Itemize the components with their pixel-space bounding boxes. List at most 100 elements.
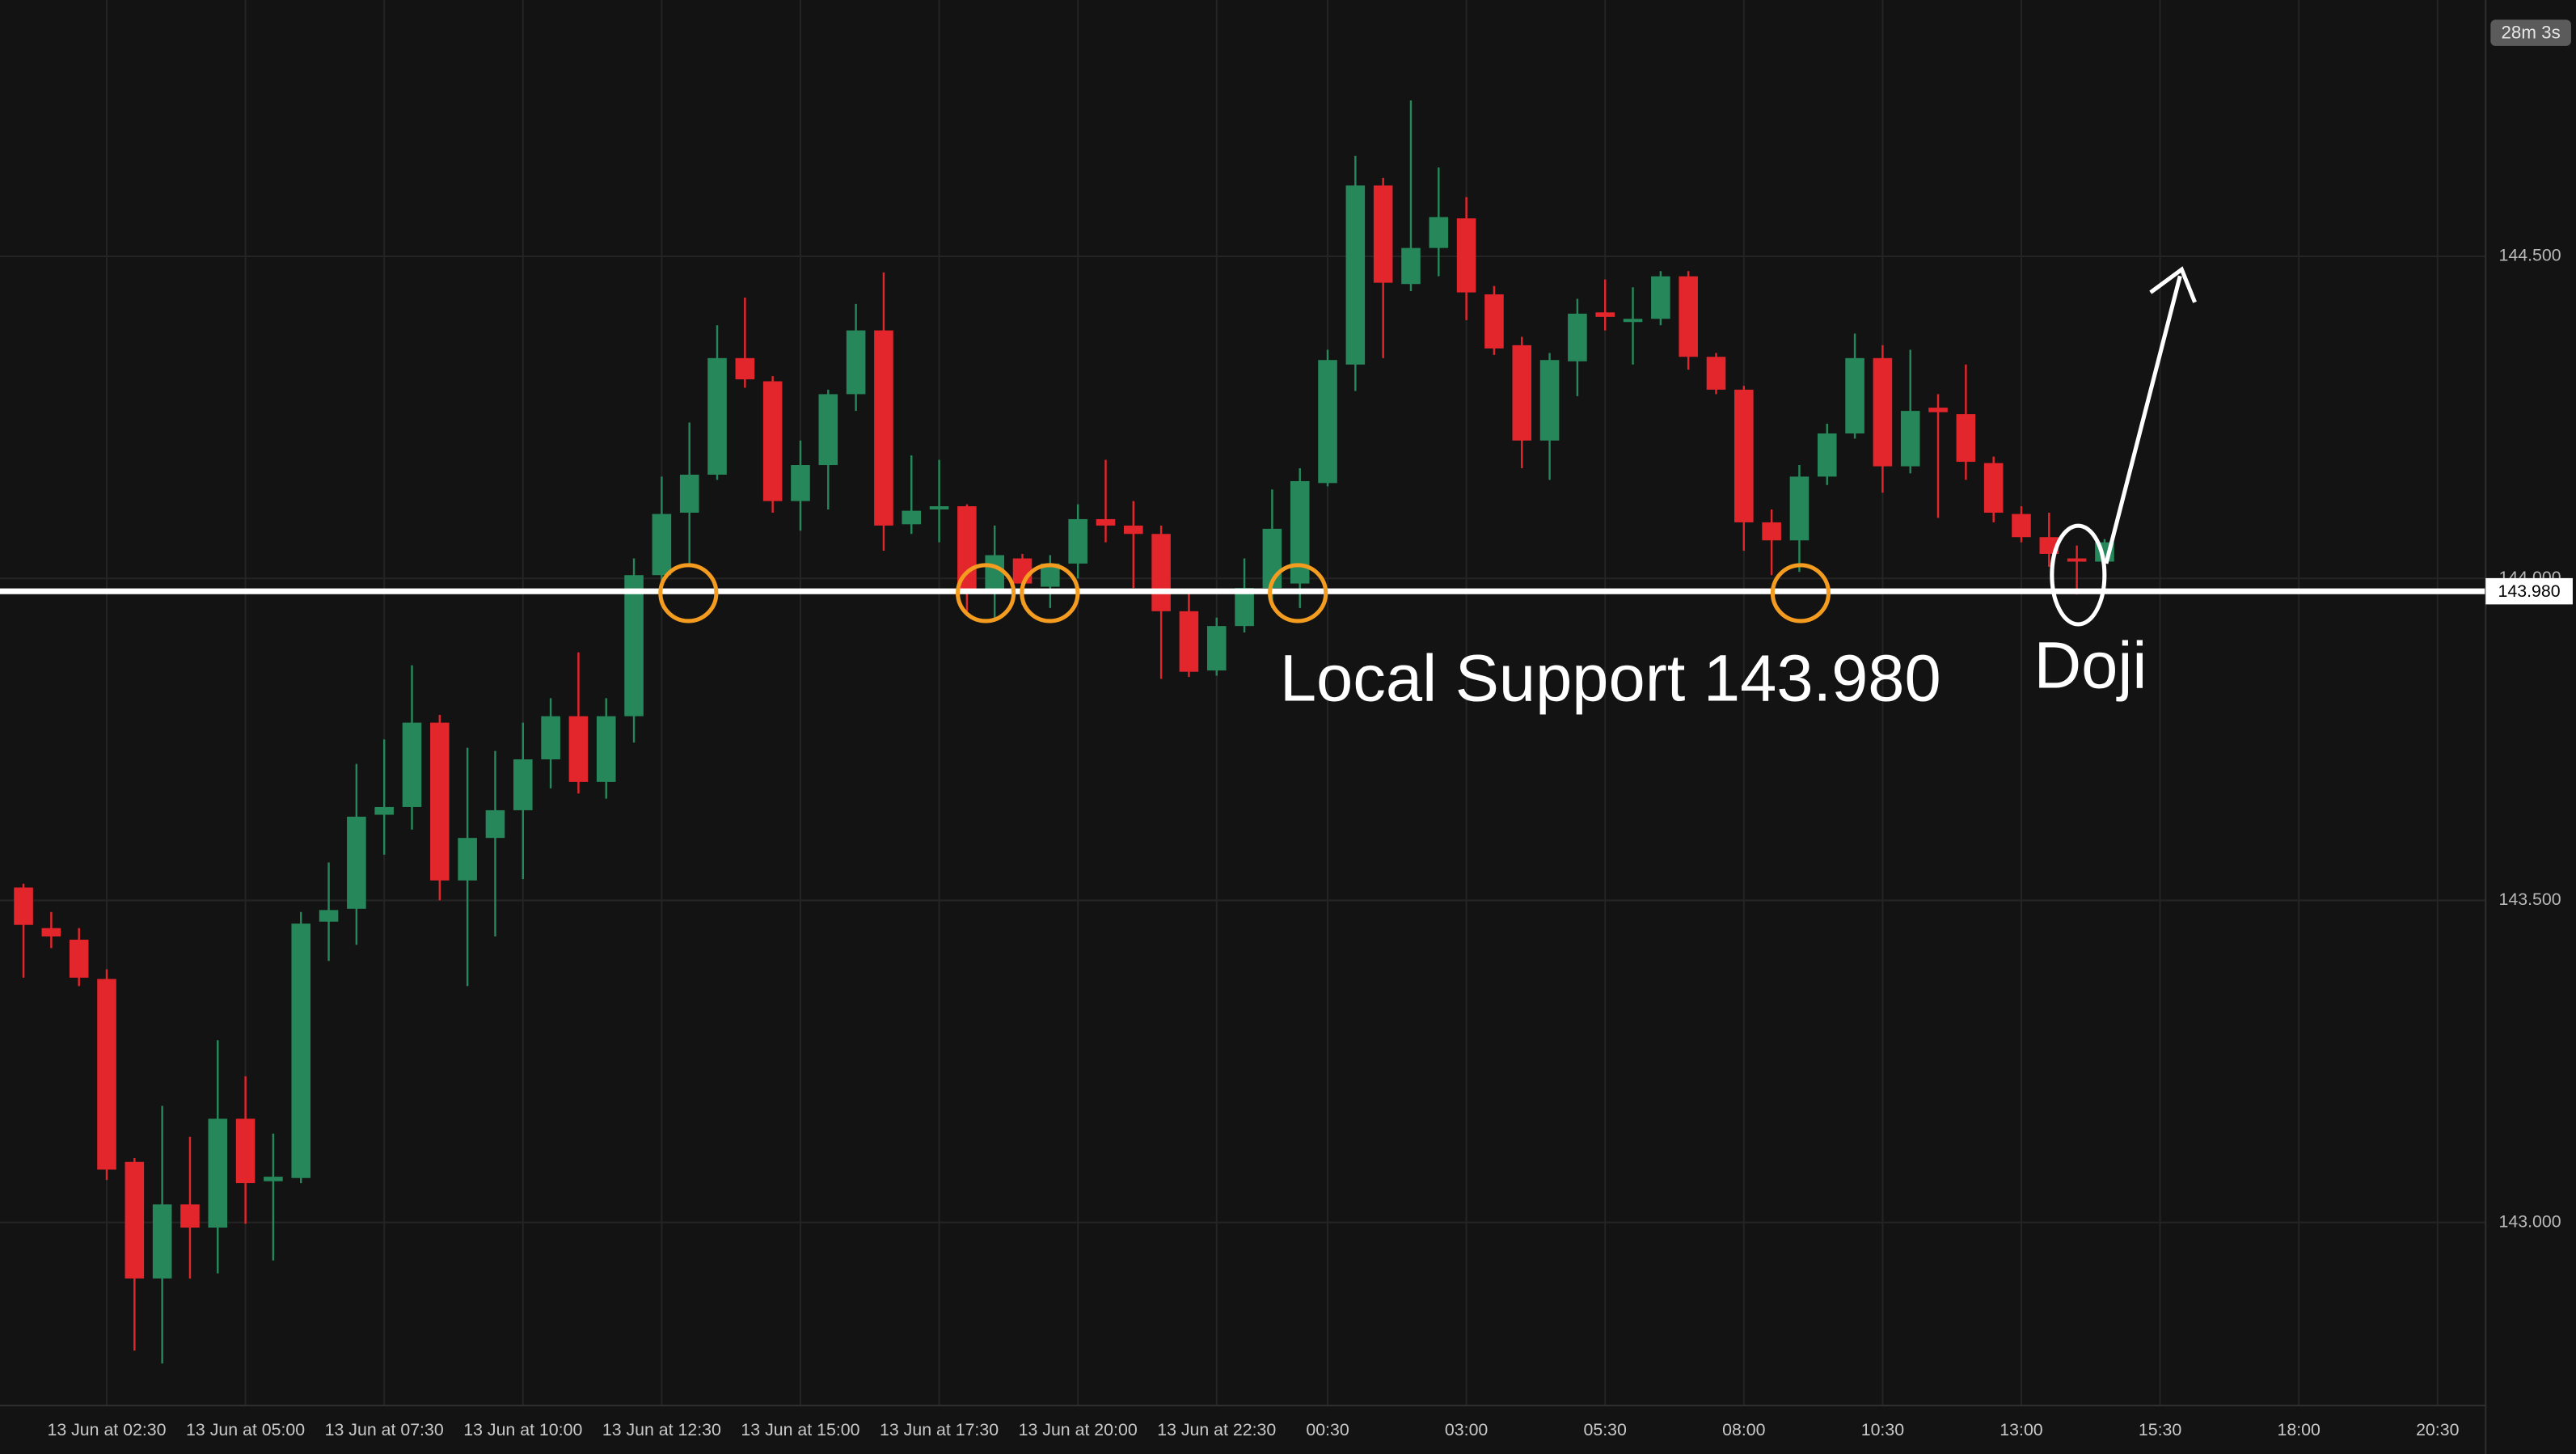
candle-body (291, 924, 311, 1178)
x-tick-label: 13 Jun at 05:00 (186, 1420, 305, 1439)
x-tick-label: 03:00 (1445, 1420, 1489, 1439)
candle-body (1762, 522, 1781, 541)
candle-body (707, 357, 727, 475)
candle-body (97, 978, 116, 1170)
candle-body (1873, 357, 1893, 467)
candle-body (152, 1204, 172, 1279)
candle-body (846, 330, 866, 395)
candle-body (1484, 294, 1504, 349)
candle-body (985, 555, 1004, 592)
timer-badge (2490, 19, 2571, 46)
candle-body (1206, 626, 1227, 671)
candle-body (735, 357, 755, 380)
candle-body (2067, 558, 2087, 562)
candle-body (1789, 476, 1810, 541)
y-tick-label: 143.500 (2499, 890, 2561, 909)
candle-body (180, 1204, 200, 1228)
candle-body (1179, 611, 1199, 672)
candle-body (1429, 217, 1449, 248)
candle-body (1928, 408, 1948, 412)
candle-body (1900, 411, 1920, 467)
x-tick-label: 13 Jun at 10:00 (463, 1420, 582, 1439)
overlay: Local Support 143.980 Doji 28m 3s (658, 19, 2571, 716)
candle-body (541, 716, 560, 760)
x-tick-label: 13 Jun at 22:30 (1157, 1420, 1276, 1439)
support-label: 143.980 (2498, 581, 2561, 601)
y-tick-label: 143.000 (2499, 1211, 2561, 1231)
candle-body (485, 809, 505, 839)
candle-body (1041, 563, 1060, 587)
candle-body (430, 722, 450, 881)
candle-body (208, 1118, 228, 1228)
touch-circle (1268, 563, 1328, 623)
candle-body (1151, 534, 1171, 611)
doji-annotation: Doji (2033, 628, 2147, 702)
candle-body (402, 722, 422, 807)
candle-body (1623, 319, 1643, 323)
support-annotation: Local Support 143.980 (1280, 642, 1941, 716)
candle-body (125, 1161, 145, 1279)
candle-body (1679, 276, 1698, 357)
candle-body (902, 510, 922, 525)
candle-body (791, 465, 810, 501)
x-tick-label: 18:00 (2277, 1420, 2321, 1439)
candle-body (818, 394, 838, 466)
candle-body (1512, 344, 1532, 441)
candle-body (1845, 357, 1864, 434)
arrow-head (2149, 266, 2197, 303)
arrow-shaft (2104, 275, 2182, 564)
candle-body (1345, 185, 1366, 365)
timer: 28m 3s (2502, 23, 2561, 43)
candle-body (458, 838, 477, 881)
candle-body (2012, 514, 2031, 538)
x-tick-label: 08:00 (1722, 1420, 1766, 1439)
doji-ellipse (2050, 523, 2107, 627)
x-tick-label: 15:30 (2139, 1420, 2182, 1439)
candle-body (41, 928, 61, 937)
candle-body (513, 759, 533, 810)
candles (0, 100, 2486, 1364)
candle-body (235, 1118, 255, 1184)
candle-body (1124, 525, 1143, 535)
candle-body (374, 806, 394, 815)
x-tick-label: 13 Jun at 12:30 (602, 1420, 721, 1439)
x-tick-label: 13 Jun at 15:00 (741, 1420, 859, 1439)
candle-body (1373, 185, 1393, 283)
touch-circle (1770, 563, 1831, 623)
candle-body (14, 887, 33, 925)
candle-body (1817, 433, 1837, 477)
candle-body (319, 910, 339, 922)
candle-body (679, 474, 699, 513)
candle-body (1012, 558, 1033, 584)
touch-circle (956, 563, 1016, 623)
candle-body (1956, 414, 1976, 463)
candle-body (264, 1177, 283, 1181)
x-tick-label: 13:00 (2000, 1420, 2043, 1439)
touch-circle (658, 563, 719, 623)
candle-body (1318, 360, 1337, 484)
grid (0, 0, 2486, 1405)
x-tick-label: 20:30 (2416, 1420, 2460, 1439)
candle-body (624, 575, 644, 716)
candle-body (347, 816, 366, 909)
candle-body (1568, 313, 1587, 361)
x-tick-label: 00:30 (1306, 1420, 1349, 1439)
candle-body (1401, 247, 1421, 285)
candle-body (1651, 276, 1670, 319)
x-tick-label: 13 Jun at 20:00 (1019, 1420, 1138, 1439)
candle-body (1539, 360, 1560, 441)
candle-body (1235, 588, 1254, 627)
x-tick-label: 13 Jun at 17:30 (880, 1420, 999, 1439)
candle-body (1734, 389, 1754, 522)
support-label-bg (2485, 577, 2573, 605)
touch-circle (1020, 563, 1080, 623)
candle-body (1595, 312, 1615, 317)
candle-body (1290, 480, 1310, 584)
candle-body (1983, 463, 2004, 513)
candle-body (762, 381, 783, 501)
x-tick-label: 05:30 (1584, 1420, 1628, 1439)
